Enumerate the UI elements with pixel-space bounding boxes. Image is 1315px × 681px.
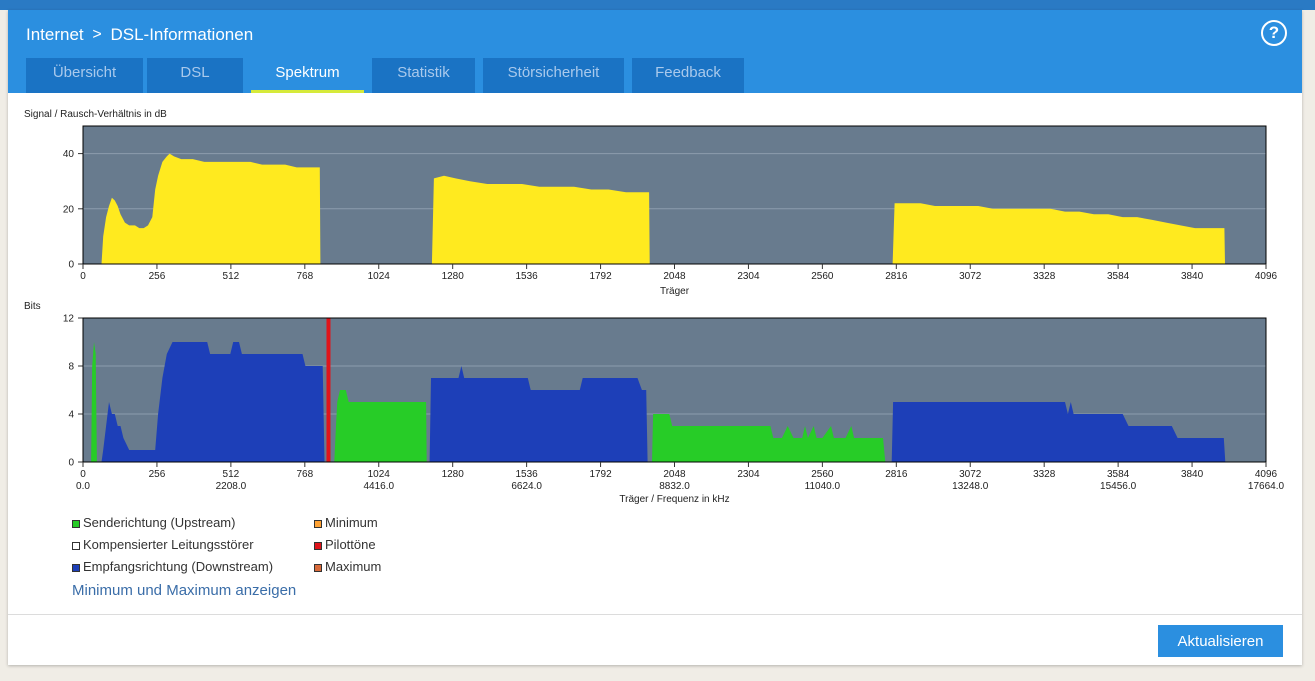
x-tick-label: 3328 — [1033, 469, 1056, 480]
x-tick-label: 2816 — [885, 469, 908, 480]
series-snr — [101, 153, 1225, 264]
tab-spektrum[interactable]: Spektrum — [251, 58, 364, 93]
legend-swatch-maximum — [314, 563, 322, 572]
x-tick-label: 1024 — [368, 469, 391, 480]
freq-tick-label: 15456.0 — [1100, 481, 1137, 492]
x-tick-label: 3072 — [959, 271, 982, 282]
bits-chart-title: Bits — [24, 301, 41, 312]
breadcrumb-parent[interactable]: Internet — [26, 24, 84, 44]
x-tick-label: 3328 — [1033, 271, 1056, 282]
freq-tick-label: 17664.0 — [1248, 481, 1285, 492]
breadcrumb: Internet > DSL-Informationen — [26, 24, 253, 45]
legend-item-upstream: Senderichtung (Upstream) — [72, 515, 235, 530]
series-senderichtung-upstream- — [91, 342, 886, 462]
x-tick-label: 1024 — [368, 271, 391, 282]
tab-statistik[interactable]: Statistik — [372, 58, 475, 93]
footer-divider — [8, 614, 1302, 615]
x-tick-label: 4096 — [1255, 271, 1278, 282]
x-tick-label: 0 — [80, 469, 86, 480]
legend-swatch-pilot — [314, 541, 322, 550]
freq-tick-label: 0.0 — [76, 481, 90, 492]
bits-chart: 0 4 8 12 0 256 512 768 1024 1280 1536 1792 2048 2304 2… — [63, 314, 1285, 504]
x-tick-label: 512 — [223, 271, 240, 282]
x-axis-label: Träger / Frequenz in kHz — [619, 494, 729, 504]
page-header: Internet > DSL-Informationen ? Übersicht… — [8, 10, 1302, 93]
legend-swatch-compensated — [72, 541, 80, 550]
legend-swatch-minimum — [314, 519, 322, 528]
x-tick-label: 2560 — [811, 271, 834, 282]
legend-item-maximum: Maximum — [314, 559, 381, 574]
x-tick-label: 3584 — [1107, 469, 1130, 480]
y-tick-label: 12 — [63, 314, 75, 325]
legend-label: Minimum — [325, 515, 378, 530]
y-tick-label: 20 — [63, 204, 75, 215]
legend-label: Empfangsrichtung (Downstream) — [83, 559, 274, 574]
x-tick-label: 3840 — [1181, 469, 1204, 480]
legend-swatch-upstream — [72, 519, 80, 528]
x-axis-label: Träger — [660, 286, 690, 297]
x-tick-label: 2304 — [737, 469, 760, 480]
y-tick-label: 8 — [68, 362, 74, 373]
x-tick-label: 2816 — [885, 271, 908, 282]
y-tick-label: 4 — [68, 410, 74, 421]
legend-item-pilot: Pilottöne — [314, 537, 376, 552]
tab-stoersicherheit[interactable]: Störsicherheit — [483, 58, 624, 93]
legend-label: Maximum — [325, 559, 382, 574]
y-tick-label: 40 — [63, 149, 75, 160]
freq-tick-label: 8832.0 — [659, 481, 690, 492]
breadcrumb-current: DSL-Informationen — [110, 24, 254, 44]
top-strip — [0, 0, 1315, 10]
snr-chart: 0 20 40 0 256 512 768 1024 1280 1536 1792 2048 2304 2… — [63, 125, 1278, 297]
x-tick-label: 1792 — [589, 271, 612, 282]
x-tick-label: 2560 — [811, 469, 834, 480]
x-tick-label: 1536 — [516, 469, 539, 480]
main-panel: Internet > DSL-Informationen ? Übersicht… — [8, 10, 1302, 665]
x-tick-label: 768 — [296, 469, 313, 480]
x-tick-label: 512 — [223, 469, 240, 480]
legend-label: Kompensierter Leitungsstörer — [83, 537, 254, 552]
freq-tick-label: 2208.0 — [216, 481, 247, 492]
refresh-button[interactable]: Aktualisieren — [1158, 625, 1283, 657]
x-tick-label: 4096 — [1255, 469, 1278, 480]
x-tick-label: 768 — [296, 271, 313, 282]
x-tick-label: 256 — [149, 271, 166, 282]
x-tick-label: 1280 — [442, 469, 465, 480]
show-min-max-link[interactable]: Minimum und Maximum anzeigen — [72, 582, 297, 599]
legend-swatch-downstream — [72, 563, 80, 572]
x-tick-label: 2304 — [737, 271, 760, 282]
freq-tick-label: 11040.0 — [805, 481, 841, 492]
tab-dsl[interactable]: DSL — [147, 58, 243, 93]
legend-item-minimum: Minimum — [314, 515, 378, 530]
help-icon[interactable]: ? — [1261, 20, 1287, 46]
freq-tick-label: 6624.0 — [511, 481, 542, 492]
tab-feedback[interactable]: Feedback — [632, 58, 744, 93]
freq-tick-label: 13248.0 — [952, 481, 989, 492]
x-tick-label: 1536 — [516, 271, 539, 282]
x-tick-label: 2048 — [663, 271, 686, 282]
y-tick-label: 0 — [68, 458, 74, 469]
y-tick-label: 0 — [68, 260, 74, 271]
legend-item-downstream: Empfangsrichtung (Downstream) — [72, 559, 273, 574]
x-tick-label: 3584 — [1107, 271, 1130, 282]
x-tick-label: 3840 — [1181, 271, 1204, 282]
freq-tick-label: 4416.0 — [363, 481, 394, 492]
x-tick-label: 0 — [80, 271, 86, 282]
x-tick-label: 256 — [149, 469, 166, 480]
legend-label: Pilottöne — [325, 537, 376, 552]
x-tick-label: 1280 — [442, 271, 465, 282]
x-tick-label: 2048 — [663, 469, 686, 480]
breadcrumb-separator-icon: > — [92, 25, 102, 43]
legend-item-compensated: Kompensierter Leitungsstörer — [72, 537, 254, 552]
legend-label: Senderichtung (Upstream) — [83, 515, 236, 530]
x-tick-label: 3072 — [959, 469, 982, 480]
tab-uebersicht[interactable]: Übersicht — [26, 58, 143, 93]
snr-chart-title: Signal / Rausch-Verhältnis in dB — [24, 109, 167, 120]
series-empfangsrichtung-downstream- — [101, 342, 1226, 462]
x-tick-label: 1792 — [589, 469, 612, 480]
